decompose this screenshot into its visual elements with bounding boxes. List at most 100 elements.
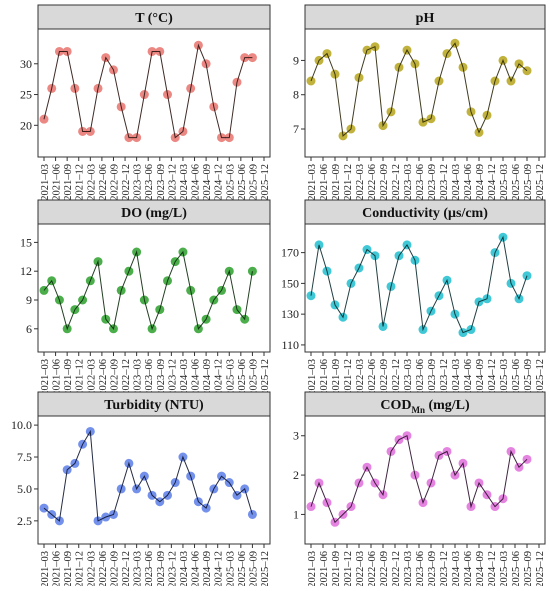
series-line <box>310 42 528 137</box>
x-tick-label: 2021–09 <box>331 551 342 586</box>
x-tick-label: 2025–12 <box>260 359 271 396</box>
x-tick-label: 2022–06 <box>367 551 378 586</box>
x-tick-label: 2021–12 <box>343 551 354 586</box>
x-tick-label: 2022–03 <box>86 164 97 201</box>
x-tick-label: 2021–09 <box>331 359 342 396</box>
x-tick-label: 2022–03 <box>86 359 97 396</box>
x-tick-label: 2024–03 <box>451 164 462 201</box>
panel-do: DO (mg/L) 6 9 12 15 2021–03 2021–06 2021–09 2021… <box>20 199 271 396</box>
panel-title: Conductivity (μs/cm) <box>362 206 488 221</box>
x-tick-label: 2021–06 <box>319 359 330 396</box>
x-tick-label: 2025–03 <box>499 551 510 586</box>
x-tick-label: 2022–03 <box>355 164 366 201</box>
x-tick-label: 2025–03 <box>225 164 236 201</box>
x-tick-label: 2023–09 <box>427 164 438 201</box>
panel-title: Turbidity (NTU) <box>104 398 204 413</box>
x-tick-label: 2024–09 <box>475 164 486 201</box>
x-tick-label: 2023–12 <box>439 359 450 396</box>
y-tick-label: 130 <box>281 307 299 321</box>
x-tick-label: 2021–03 <box>307 164 318 201</box>
panel-header <box>37 4 271 30</box>
panel-title: pH <box>416 11 435 26</box>
x-tick-label: 2023–09 <box>427 551 438 586</box>
y-tick-label: 7.5 <box>17 450 32 464</box>
x-tick-label: 2025–12 <box>260 164 271 201</box>
x-tick-label: 2023–06 <box>415 359 426 396</box>
series-line <box>310 434 528 524</box>
y-tick-label: 8 <box>293 88 299 102</box>
x-tick-label: 2021–06 <box>52 164 63 201</box>
x-tick-label: 2024–03 <box>179 551 190 586</box>
x-tick-label: 2021–03 <box>40 551 51 586</box>
x-tick-label: 2023–03 <box>133 551 144 586</box>
x-tick-label: 2021–03 <box>307 359 318 396</box>
x-tick-label: 2023–09 <box>156 164 167 201</box>
x-tick-label: 2021–09 <box>63 551 74 586</box>
series-line <box>43 429 253 522</box>
x-tick-label: 2024–03 <box>451 359 462 396</box>
panel-cod: CODMn (mg/L) 1 2 3 2021–03 2021–06 2021–09 2021… <box>293 391 546 588</box>
x-tick-label: 2024–06 <box>463 359 474 396</box>
x-tick-label: 2021–09 <box>63 164 74 201</box>
x-tick-label: 2024–12 <box>214 551 225 586</box>
x-tick-label: 2022–09 <box>379 551 390 586</box>
x-tick-label: 2023–09 <box>156 359 167 396</box>
y-tick-label: 2 <box>293 468 299 482</box>
x-tick-label: 2023–12 <box>439 551 450 586</box>
y-tick-label: 15 <box>20 235 32 249</box>
x-tick-label: 2021–06 <box>319 164 330 201</box>
x-tick-label: 2024–09 <box>202 359 213 396</box>
x-tick-label: 2022–09 <box>379 164 390 201</box>
y-tick-label: 10.0 <box>11 418 32 432</box>
x-tick-label: 2021–03 <box>307 551 318 586</box>
x-tick-label: 2024–09 <box>202 551 213 586</box>
x-tick-label: 2021–12 <box>343 164 354 201</box>
x-tick-label: 2025–06 <box>237 551 248 586</box>
x-tick-label: 2024–03 <box>451 551 462 586</box>
x-tick-label: 2025–09 <box>248 359 259 396</box>
x-tick-label: 2025–12 <box>535 551 546 586</box>
x-tick-label: 2023–06 <box>415 164 426 201</box>
y-tick-label: 20 <box>20 118 32 132</box>
series-line <box>310 235 528 334</box>
x-tick-label: 2024–09 <box>475 359 486 396</box>
x-tick-label: 2022–06 <box>98 164 109 201</box>
y-tick-label: 5.0 <box>17 482 32 496</box>
x-tick-label: 2024–12 <box>214 164 225 201</box>
panel-title: DO (mg/L) <box>121 206 187 221</box>
x-tick-label: 2025–12 <box>535 164 546 201</box>
panel-ph: pH 7 8 9 2021–03 2021–06 2021–09 2021–12 2022–03… <box>293 4 546 201</box>
y-tick-label: 170 <box>281 246 299 260</box>
y-tick-label: 3 <box>293 429 299 443</box>
x-tick-label: 2024–06 <box>191 359 202 396</box>
x-tick-label: 2025–09 <box>523 551 534 586</box>
x-tick-label: 2023–12 <box>439 164 450 201</box>
x-tick-label: 2023–09 <box>156 551 167 586</box>
x-tick-label: 2021–06 <box>319 551 330 586</box>
x-tick-label: 2025–12 <box>535 359 546 396</box>
x-tick-label: 2024–12 <box>487 359 498 396</box>
x-tick-label: 2022–12 <box>121 551 132 586</box>
panel-turbidity: Turbidity (NTU) 2.5 5.0 7.5 10.0 2021–03 2021–… <box>11 391 271 588</box>
x-tick-label: 2023–12 <box>167 359 178 396</box>
x-tick-label: 2023–06 <box>415 551 426 586</box>
x-tick-label: 2022–09 <box>109 551 120 586</box>
x-tick-label: 2025–06 <box>237 359 248 396</box>
x-tick-label: 2022–03 <box>355 359 366 396</box>
x-tick-label: 2022–09 <box>109 359 120 396</box>
x-tick-label: 2023–09 <box>427 359 438 396</box>
x-tick-label: 2024–06 <box>463 551 474 586</box>
x-tick-label: 2023–03 <box>403 359 414 396</box>
x-tick-label: 2025–09 <box>248 551 259 586</box>
x-tick-label: 2025–03 <box>225 551 236 586</box>
panel-header <box>37 199 271 225</box>
y-tick-label: 2.5 <box>17 514 32 528</box>
series-line <box>43 250 253 331</box>
x-tick-label: 2025–03 <box>499 164 510 201</box>
x-tick-label: 2022–09 <box>379 359 390 396</box>
x-tick-label: 2024–03 <box>179 359 190 396</box>
x-tick-label: 2024–12 <box>487 164 498 201</box>
x-tick-label: 2024–06 <box>191 164 202 201</box>
data-point <box>247 266 257 276</box>
